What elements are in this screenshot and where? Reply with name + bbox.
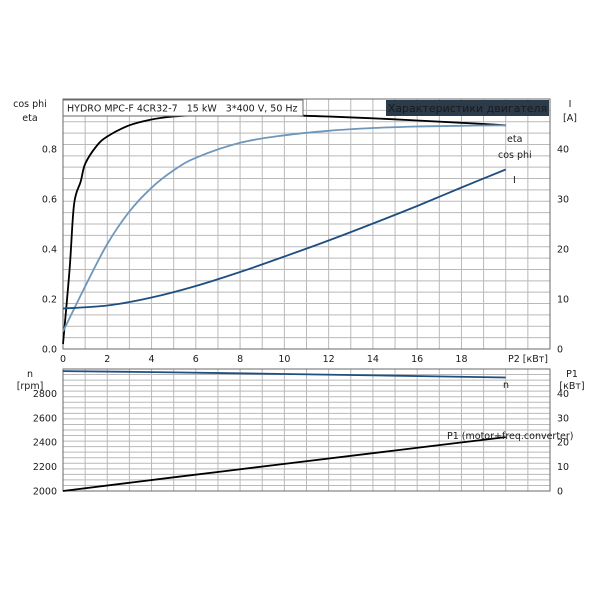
y-right-tick-label: 0 bbox=[557, 345, 563, 356]
y-right-tick-label: 40 bbox=[557, 389, 569, 400]
title-box bbox=[62, 99, 304, 117]
tick-label-layer: 0.0 0.2 0.4 0.6 0.8 0 10 20 30 40 0 2 4 6 8 10 12 14 16 18 2… bbox=[33, 145, 569, 498]
chart-title: HYDRO MPC-F 4CR32-7 15 kW 3*400 V, 50 Hz bbox=[67, 104, 298, 115]
series-label-cosphi: cos phi bbox=[498, 150, 532, 161]
x-tick-label: 14 bbox=[367, 354, 379, 365]
bottom-right-axis-label-2: [кВт] bbox=[559, 381, 584, 392]
y-right-tick-label: 30 bbox=[557, 413, 569, 424]
y-right-tick-label: 30 bbox=[557, 195, 569, 206]
top-x-axis-label: P2 [кВт] bbox=[508, 354, 548, 365]
y-left-tick-label: 2200 bbox=[33, 462, 57, 473]
y-left-tick-label: 0.0 bbox=[42, 345, 57, 356]
y-left-tick-label: 0.4 bbox=[42, 245, 57, 256]
series-line-i bbox=[62, 168, 507, 310]
series-line-n bbox=[62, 370, 506, 379]
y-left-tick-label: 2000 bbox=[33, 487, 57, 498]
series-label-p1: P1 (motor+freq.converter) bbox=[447, 431, 574, 442]
y-left-tick-label: 0.6 bbox=[42, 195, 57, 206]
series-label-current: I bbox=[513, 175, 516, 186]
y-right-tick-label: 10 bbox=[557, 462, 569, 473]
y-right-tick-label: 20 bbox=[557, 245, 569, 256]
y-left-tick-label: 2800 bbox=[33, 389, 57, 400]
top-right-axis-label-1: I bbox=[569, 99, 572, 110]
y-right-tick-label: 10 bbox=[557, 295, 569, 306]
y-left-tick-label: 2400 bbox=[33, 438, 57, 449]
x-tick-label: 8 bbox=[237, 354, 243, 365]
title-badge-text: Характеристики двигателя bbox=[388, 102, 547, 115]
x-tick-label: 16 bbox=[411, 354, 423, 365]
y-left-tick-label: 0.2 bbox=[42, 295, 57, 306]
title-badge bbox=[386, 100, 549, 116]
series-line-cos-phi bbox=[62, 124, 506, 332]
series-line-p1-motor-freq-converter bbox=[62, 436, 506, 492]
x-tick-label: 4 bbox=[149, 354, 155, 365]
plot-frame bbox=[62, 368, 551, 492]
x-tick-label: 0 bbox=[60, 354, 66, 365]
bottom-left-axis-label-2: [rpm] bbox=[17, 381, 44, 392]
x-tick-label: 2 bbox=[104, 354, 110, 365]
top-right-axis-label-2: [A] bbox=[563, 113, 577, 124]
x-tick-label: 6 bbox=[193, 354, 199, 365]
y-right-tick-label: 20 bbox=[557, 438, 569, 449]
y-left-tick-label: 0.8 bbox=[42, 145, 57, 156]
series-line-eta bbox=[62, 113, 506, 345]
x-tick-label: 10 bbox=[278, 354, 290, 365]
frame-layer bbox=[62, 98, 551, 492]
series-label-eta: eta bbox=[507, 134, 522, 145]
x-tick-label: 12 bbox=[323, 354, 335, 365]
y-left-tick-label: 2600 bbox=[33, 413, 57, 424]
plot-frame bbox=[62, 98, 551, 350]
y-right-tick-label: 0 bbox=[557, 487, 563, 498]
series-label-speed: n bbox=[503, 380, 509, 391]
top-left-axis-label-2: eta bbox=[22, 113, 37, 124]
y-right-tick-label: 40 bbox=[557, 145, 569, 156]
top-left-axis-label-1: cos phi bbox=[13, 99, 47, 110]
series-layer bbox=[62, 113, 507, 492]
bottom-left-axis-label-1: n bbox=[27, 369, 33, 380]
x-tick-label: 18 bbox=[455, 354, 467, 365]
bottom-right-axis-label-1: P1 bbox=[566, 369, 578, 380]
